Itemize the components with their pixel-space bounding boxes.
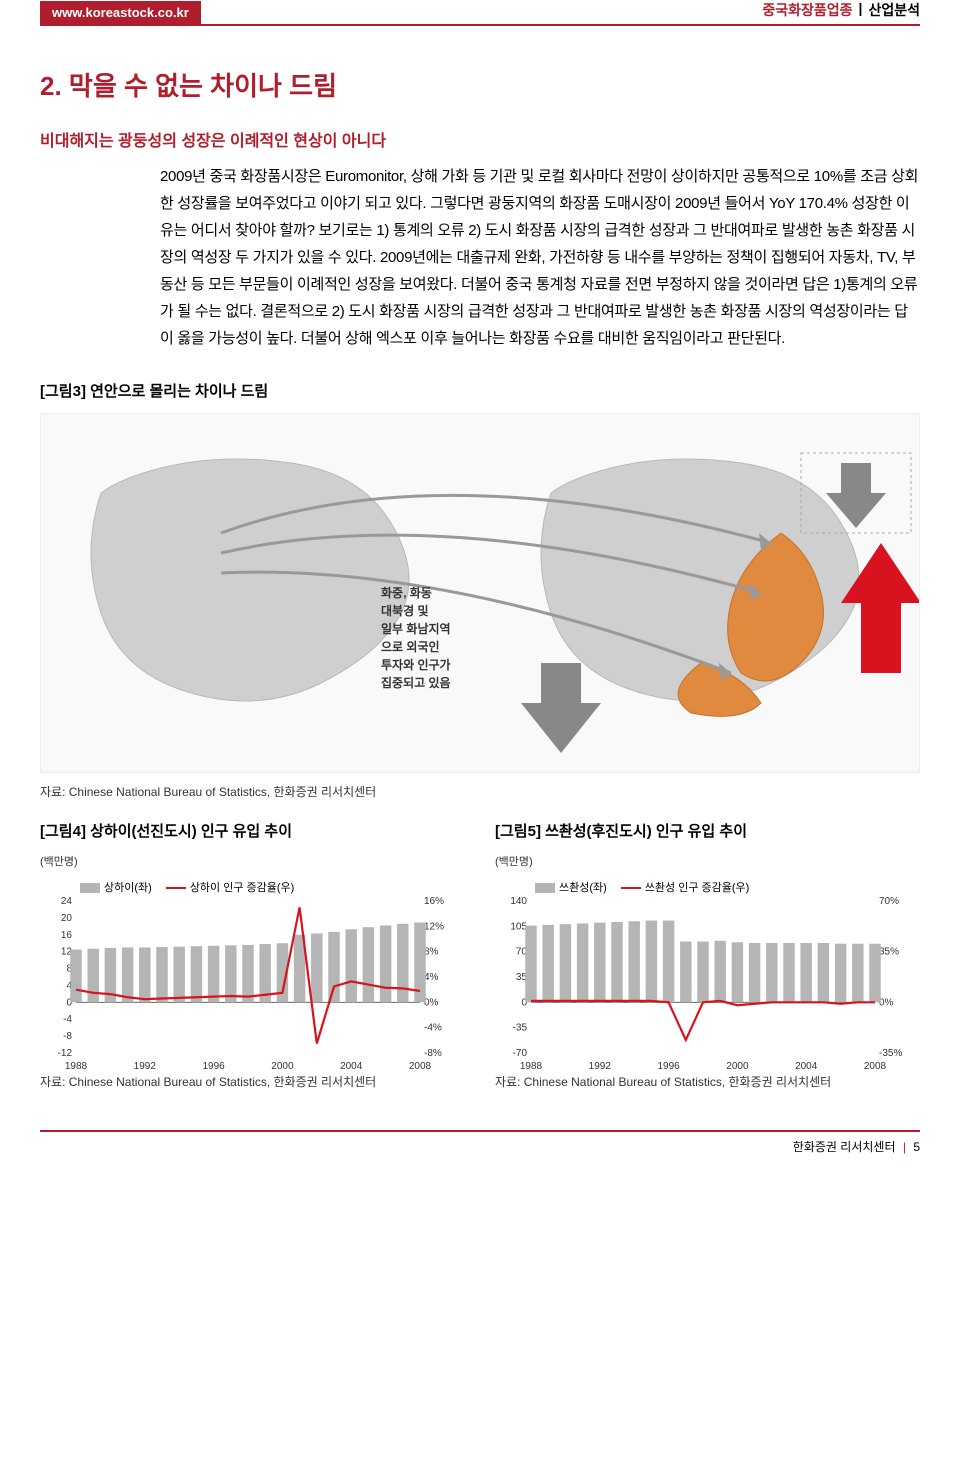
header-url: www.koreastock.co.kr [40, 1, 201, 24]
svg-text:2004: 2004 [340, 1061, 363, 1072]
svg-text:35%: 35% [879, 947, 899, 958]
footer: 한화증권 리서치센터 | 5 [40, 1130, 920, 1155]
fig4-source: 자료: Chinese National Bureau of Statistic… [40, 1073, 465, 1090]
svg-text:2000: 2000 [271, 1061, 294, 1072]
svg-text:1988: 1988 [65, 1061, 88, 1072]
svg-text:2008: 2008 [409, 1061, 432, 1072]
fig4-legend: 상하이(좌) 상하이 인구 증감율(우) [80, 879, 294, 895]
fig4-title: [그림4] 상하이(선진도시) 인구 유입 추이 [40, 820, 465, 841]
svg-text:105: 105 [510, 921, 527, 932]
svg-text:1992: 1992 [589, 1061, 612, 1072]
svg-text:-4%: -4% [424, 1023, 442, 1034]
svg-text:2008: 2008 [864, 1061, 887, 1072]
fig5-legend-bar: 쓰촨성(좌) [559, 882, 607, 894]
body-text: 2009년 중국 화장품시장은 Euromonitor, 상해 가화 등 기관 … [160, 163, 920, 352]
svg-text:-35%: -35% [879, 1048, 902, 1059]
fig4-svg: -12-8-404812162024-8%-4%0%4%8%12%16%1988… [40, 873, 460, 1073]
svg-text:4%: 4% [424, 972, 439, 983]
fig5-svg: -70-3503570105140-35%0%35%70%19881992199… [495, 873, 915, 1073]
fig5-legend-line: 쓰촨성 인구 증감율(우) [645, 882, 750, 894]
section-subtitle: 비대해지는 광둥성의 성장은 이례적인 현상이 아니다 [40, 127, 920, 151]
fig3-caption: 화중, 화동대북경 및일부 화남지역으로 외국인투자와 인구가집중되고 있음 [381, 584, 501, 692]
svg-text:-8: -8 [63, 1031, 72, 1042]
header-right: 중국화장품업종 | 산업분석 [762, 0, 920, 24]
svg-text:140: 140 [510, 896, 527, 907]
fig5-chart: 쓰촨성(좌) 쓰촨성 인구 증감율(우) -70-3503570105140-3… [495, 873, 920, 1073]
fig3-map: 화중, 화동대북경 및일부 화남지역으로 외국인투자와 인구가집중되고 있음 [40, 413, 920, 773]
svg-text:16: 16 [61, 930, 73, 941]
footer-text: 한화증권 리서치센터 [793, 1140, 896, 1154]
svg-text:12%: 12% [424, 921, 444, 932]
svg-text:1996: 1996 [657, 1061, 680, 1072]
svg-text:2004: 2004 [795, 1061, 818, 1072]
svg-text:-12: -12 [58, 1048, 73, 1059]
footer-page: 5 [913, 1140, 920, 1154]
fig4-legend-line: 상하이 인구 증감율(우) [190, 882, 295, 894]
fig3-source: 자료: Chinese National Bureau of Statistic… [40, 783, 920, 800]
section-title: 2. 막을 수 없는 차이나 드림 [40, 66, 920, 103]
svg-text:16%: 16% [424, 896, 444, 907]
svg-text:20: 20 [61, 913, 73, 924]
fig5-unit: (백만명) [495, 853, 920, 869]
fig4-legend-bar: 상하이(좌) [104, 882, 152, 894]
svg-text:1988: 1988 [520, 1061, 543, 1072]
svg-text:8%: 8% [424, 947, 439, 958]
svg-text:1996: 1996 [202, 1061, 225, 1072]
fig3-title: [그림3] 연안으로 몰리는 차이나 드림 [40, 380, 920, 401]
fig4-chart: 상하이(좌) 상하이 인구 증감율(우) -12-8-404812162024-… [40, 873, 465, 1073]
svg-text:-4: -4 [63, 1014, 72, 1025]
fig5-legend: 쓰촨성(좌) 쓰촨성 인구 증감율(우) [535, 879, 749, 895]
fig5-source: 자료: Chinese National Bureau of Statistic… [495, 1073, 920, 1090]
svg-text:-70: -70 [513, 1048, 528, 1059]
svg-text:0%: 0% [879, 997, 894, 1008]
svg-text:1992: 1992 [134, 1061, 157, 1072]
svg-text:2000: 2000 [726, 1061, 749, 1072]
header-bar: www.koreastock.co.kr 중국화장품업종 | 산업분석 [40, 0, 920, 26]
svg-text:-35: -35 [513, 1023, 528, 1034]
header-sector: 중국화장품업종 [762, 0, 852, 20]
svg-text:0%: 0% [424, 997, 439, 1008]
svg-text:70%: 70% [879, 896, 899, 907]
header-category: 산업분석 [868, 0, 920, 20]
svg-text:24: 24 [61, 896, 73, 907]
fig4-unit: (백만명) [40, 853, 465, 869]
fig5-title: [그림5] 쓰촨성(후진도시) 인구 유입 추이 [495, 820, 920, 841]
svg-text:-8%: -8% [424, 1048, 442, 1059]
